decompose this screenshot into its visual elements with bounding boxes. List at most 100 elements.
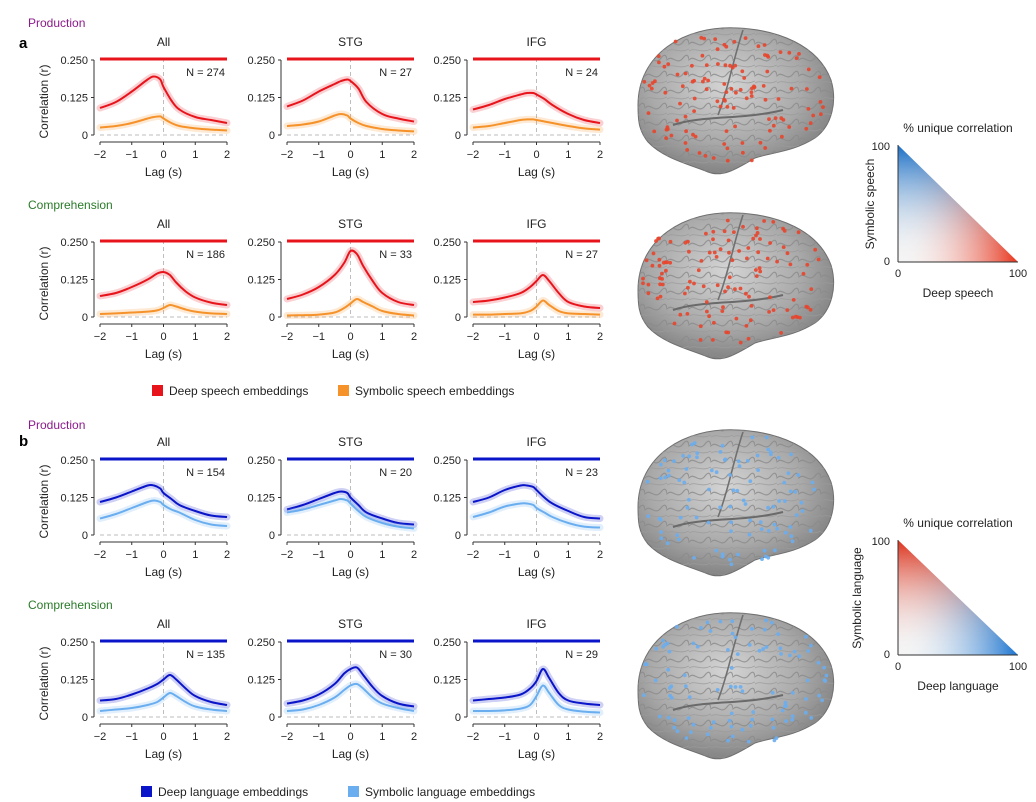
electrode-dot	[680, 84, 685, 89]
series-line	[472, 484, 601, 520]
n-label: N = 30	[379, 649, 412, 661]
y-tick-label: 0	[455, 130, 461, 142]
electrode-dot	[674, 624, 679, 629]
electrode-dot	[728, 63, 732, 68]
electrode-dot	[735, 488, 740, 493]
legend-swatch	[338, 385, 349, 396]
electrode-dot	[740, 69, 745, 74]
condition-label-b-comprehension: Comprehension	[28, 598, 113, 612]
electrode-dot	[790, 717, 795, 722]
electrode-dot	[788, 653, 792, 658]
electrode-dot	[760, 557, 764, 561]
electrode-dot	[808, 528, 813, 533]
electrode-dot	[711, 720, 716, 725]
electrode-dot	[737, 249, 741, 253]
legend-label: Symbolic speech embeddings	[355, 384, 514, 398]
electrode-dot	[787, 50, 792, 55]
legend-swatch	[348, 786, 359, 797]
y-tick-label: 0.250	[433, 237, 461, 249]
electrode-dot	[675, 729, 680, 734]
electrode-dot	[750, 435, 755, 440]
chart-b-production-ifg: IFG 0 0.125 0.250 −2 −1 0 1 2 Lag (s) N = 23	[433, 435, 604, 579]
electrode-dot	[805, 678, 810, 683]
electrode-dot	[656, 54, 661, 59]
electrode-dot	[783, 700, 788, 705]
electrode-dot	[733, 287, 737, 292]
electrode-dot	[666, 667, 671, 672]
electrode-dot	[683, 71, 688, 76]
y-tick-label: 0	[82, 530, 88, 542]
electrode-dot	[768, 128, 772, 133]
electrode-dot	[660, 282, 665, 287]
electrode-dot	[770, 690, 775, 695]
y-tick-label: 0	[82, 130, 88, 142]
electrode-dot	[697, 151, 702, 155]
electrode-dot	[701, 79, 705, 84]
electrode-dot	[736, 552, 740, 557]
chart-title: IFG	[527, 35, 547, 49]
electrode-dot	[650, 263, 655, 268]
electrode-dot	[720, 554, 725, 559]
chart-a-comprehension-all: All 0 0.125 0.250 −2 −1 0 1 2 Lag (s) Correlation …	[37, 217, 231, 361]
electrode-dot	[657, 257, 662, 262]
electrode-dot	[677, 537, 681, 542]
electrode-dot	[660, 271, 664, 276]
electrode-dot	[776, 632, 781, 636]
electrode-dot	[792, 649, 797, 654]
chart-b-comprehension-stg: STG 0 0.125 0.250 −2 −1 0 1 2 Lag (s) N = 30	[247, 617, 418, 761]
series-line	[472, 273, 601, 309]
panel-label-b: b	[19, 433, 28, 450]
electrode-dot	[705, 732, 710, 737]
electrode-dot	[645, 479, 650, 484]
x-tick-label: 1	[192, 149, 198, 161]
x-tick-label: 2	[597, 731, 603, 743]
electrode-dot	[672, 718, 677, 722]
electrode-dot	[708, 629, 713, 633]
electrode-dot	[712, 250, 717, 255]
electrode-dot	[654, 646, 659, 651]
sylvian-fissure	[672, 511, 784, 528]
central-sulcus	[717, 214, 744, 301]
chart-title: All	[157, 217, 170, 231]
electrode-dot	[693, 134, 698, 139]
electrode-dot	[715, 99, 720, 104]
x-tick-label: −2	[281, 149, 294, 161]
x-axis-label: Lag (s)	[145, 165, 182, 179]
electrode-dot	[756, 44, 761, 49]
y-tick-label: 0.250	[60, 637, 88, 649]
triangle-xtick: 100	[1009, 268, 1027, 280]
electrode-dot	[662, 64, 667, 69]
triangle-colormap-a: % unique correlation 100 0 0 100 Deep sp…	[863, 121, 1027, 300]
electrode-dot	[745, 256, 749, 261]
chart-b-production-stg: STG 0 0.125 0.250 −2 −1 0 1 2 Lag (s) N = 20	[247, 435, 418, 579]
electrode-dot	[822, 665, 826, 670]
n-label: N = 23	[565, 467, 598, 479]
electrode-dot	[771, 504, 776, 509]
series-line	[99, 483, 228, 518]
triangle-ytick: 0	[884, 256, 890, 268]
electrode-dot	[804, 126, 809, 131]
electrode-dot	[646, 282, 651, 287]
electrode-dot	[698, 324, 703, 329]
electrode-dot	[799, 500, 804, 505]
electrode-dot	[653, 678, 658, 683]
electrode-dot	[663, 475, 668, 480]
y-tick-label: 0	[455, 712, 461, 724]
electrode-dot	[778, 50, 783, 54]
x-axis-label: Lag (s)	[518, 747, 555, 761]
electrode-dot	[691, 722, 696, 727]
electrode-dot	[732, 230, 736, 234]
electrode-dot	[726, 238, 731, 243]
electrode-dot	[759, 527, 764, 531]
electrode-dot	[657, 263, 662, 268]
x-tick-label: 0	[160, 731, 166, 743]
series-line	[286, 112, 415, 133]
electrode-dot	[816, 257, 821, 262]
y-axis-label: Correlation (r)	[37, 64, 51, 138]
y-tick-label: 0.125	[433, 275, 461, 287]
electrode-dot	[702, 36, 707, 41]
y-tick-label: 0	[82, 712, 88, 724]
electrode-dot	[797, 52, 801, 56]
electrode-dot	[762, 219, 766, 223]
electrode-dot	[779, 116, 784, 121]
